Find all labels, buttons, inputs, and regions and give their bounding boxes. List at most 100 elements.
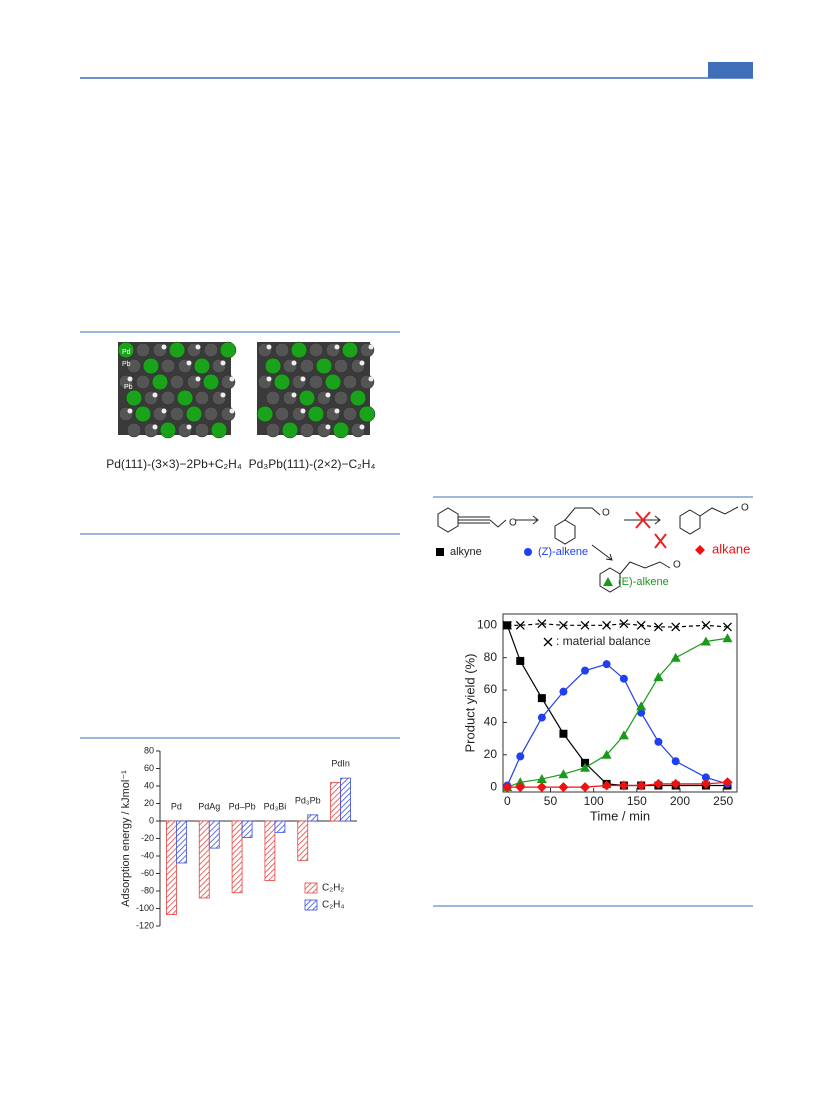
marker (671, 757, 680, 766)
atom (299, 422, 315, 438)
bar (340, 777, 351, 822)
y-axis-label: Product yield (%) (462, 654, 477, 753)
atom (203, 406, 219, 422)
marker (602, 660, 611, 669)
y-tick-label: 80 (484, 650, 498, 664)
x-tick-label: 100 (584, 794, 604, 808)
marker (700, 778, 711, 789)
marker (636, 620, 646, 630)
category-label: Pd–Pb (229, 801, 256, 811)
y-axis-label: Adsorption energy / kJmol⁻¹ (120, 770, 132, 907)
atom (142, 357, 160, 375)
y-tick-label: -120 (136, 920, 154, 930)
atom (300, 408, 306, 414)
category-label: Pd₃Bi (264, 801, 287, 811)
marker (636, 701, 647, 711)
atom (202, 373, 220, 391)
atom-label: Pb (122, 361, 131, 368)
marker (559, 687, 568, 696)
atom (186, 424, 192, 430)
bar (274, 820, 286, 833)
marker (671, 622, 681, 632)
atom (358, 405, 376, 423)
atom (161, 344, 167, 350)
atom (159, 421, 177, 439)
y-tick-label: 20 (144, 798, 154, 808)
legend-label: (E)-alkene (618, 576, 669, 588)
marker (515, 782, 526, 793)
atom (359, 360, 365, 366)
bar (198, 820, 210, 899)
atom (334, 408, 340, 414)
marker (581, 666, 590, 675)
marker (515, 620, 525, 630)
marker (543, 637, 553, 647)
atom (195, 376, 201, 382)
atom (298, 389, 316, 407)
marker (580, 620, 590, 630)
atom-label: O (741, 503, 749, 514)
y-tick-label: 0 (149, 815, 154, 825)
atom (333, 390, 349, 406)
x-tick-label: 250 (713, 794, 733, 808)
category-label: Pd (171, 801, 182, 811)
marker (537, 713, 546, 722)
atom (185, 405, 203, 423)
atom (290, 341, 308, 359)
atom (169, 374, 185, 390)
atom (195, 344, 201, 350)
marker (722, 633, 733, 643)
atom (300, 376, 306, 382)
caption: Pd(111)-(3×3)−2Pb+C₂H₄ (106, 457, 242, 471)
marker (536, 782, 547, 793)
atom-label: O (602, 508, 610, 519)
atom (299, 358, 315, 374)
marker (618, 730, 629, 740)
marker (502, 620, 512, 630)
marker (536, 774, 547, 784)
atom (274, 342, 290, 358)
marker (580, 762, 591, 772)
atom (291, 392, 297, 398)
scheme (437, 506, 739, 593)
atom (152, 392, 158, 398)
x-axis-label: Time / min (590, 808, 650, 823)
atom (126, 422, 142, 438)
marker (559, 729, 568, 738)
atom (176, 389, 194, 407)
atom (161, 408, 167, 414)
legend-swatch (304, 882, 318, 894)
marker (654, 737, 663, 746)
marker (502, 782, 513, 793)
atom (210, 421, 228, 439)
y-tick-label: -100 (136, 903, 154, 913)
atom (308, 374, 324, 390)
atom (368, 376, 374, 382)
marker (601, 749, 612, 759)
bar (176, 820, 187, 864)
series-line (507, 623, 728, 628)
atom (264, 357, 282, 375)
atom (341, 341, 359, 359)
x-tick-label: 50 (544, 794, 558, 808)
atoms (117, 341, 376, 439)
atom (194, 422, 210, 438)
atom-label: O (673, 560, 681, 571)
atom (333, 358, 349, 374)
bar (166, 820, 177, 916)
y-tick-label: 80 (144, 745, 154, 755)
y-tick-label: -40 (141, 850, 154, 860)
legend-label: : material balance (556, 634, 651, 648)
marker (558, 620, 568, 630)
marker (670, 652, 681, 662)
atom (135, 374, 151, 390)
atom (325, 424, 331, 430)
marker (516, 656, 525, 665)
category-label: PdIn (331, 759, 350, 769)
atom (368, 344, 374, 350)
marker (701, 773, 710, 782)
marker (537, 694, 546, 703)
atom (194, 390, 210, 406)
atom-label: O (509, 518, 517, 529)
